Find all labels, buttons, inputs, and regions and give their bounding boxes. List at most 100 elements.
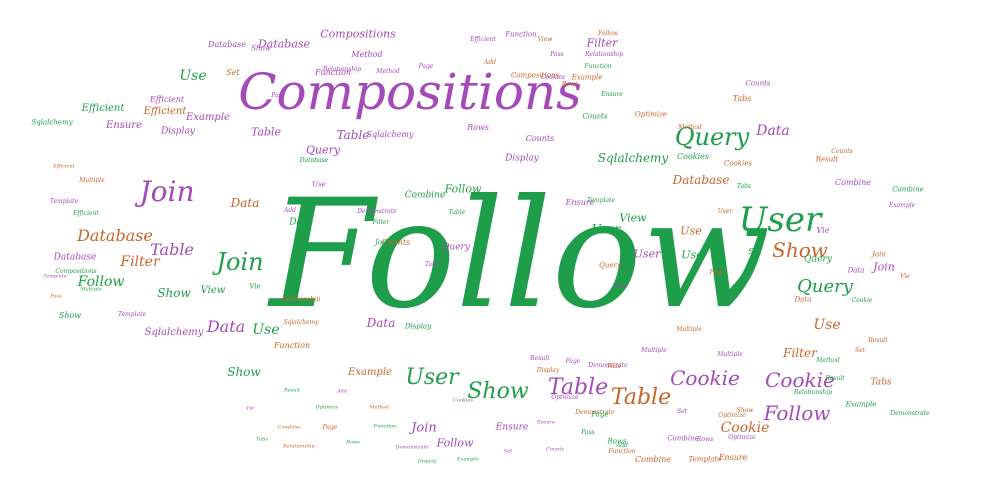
word-page: Page <box>322 424 338 431</box>
word-cookie: Cookie <box>765 368 835 392</box>
word-vie: Vie <box>816 226 830 235</box>
word-database: Database <box>77 226 153 245</box>
word-follow: Follow <box>444 182 482 196</box>
word-vie: Vie <box>900 273 910 280</box>
word-use: Use <box>252 322 280 338</box>
word-set: Set <box>676 408 688 415</box>
word-follow: Follow <box>763 401 831 425</box>
word-use: Use <box>312 180 326 189</box>
word-vie: Vie <box>249 282 261 291</box>
word-table: Table <box>250 125 282 139</box>
word-example: Example <box>457 456 479 463</box>
word-efficient: Efficient <box>81 103 125 114</box>
word-join: Join <box>411 420 437 436</box>
word-ensure: Ensure <box>601 91 623 98</box>
word-demonstrate: Demonstrate <box>588 362 628 369</box>
word-rows: Rows <box>607 437 627 446</box>
word-follow: Follow <box>269 168 771 342</box>
word-pass: Pass <box>550 51 564 58</box>
word-add: Add <box>336 388 348 395</box>
word-filter: Filter <box>120 254 160 270</box>
word-multiple: Multiple <box>641 347 667 354</box>
word-database: Database <box>53 252 97 263</box>
word-query: Query <box>674 123 750 151</box>
word-ensure: Ensure <box>718 453 748 462</box>
word-combine: Combine <box>834 178 872 187</box>
word-follow: Follow <box>597 30 619 37</box>
word-multiple: Multiple <box>80 286 102 293</box>
word-cookies: Cookies <box>677 152 709 161</box>
word-page: Page <box>418 63 434 70</box>
word-demonstrate: Demonstrate <box>890 410 930 417</box>
word-view: View <box>619 211 647 225</box>
word-function: Function <box>373 423 397 430</box>
word-method: Method <box>678 124 702 131</box>
word-counts: Counts <box>525 134 555 143</box>
word-tabs: Tabs <box>870 377 892 388</box>
word-counts: Counts <box>381 238 411 247</box>
word-join: Join <box>375 238 389 247</box>
word-function: Function <box>608 448 636 455</box>
word-template: Template <box>49 198 79 205</box>
word-ensure: Ensure <box>105 120 143 131</box>
word-user: User <box>405 365 459 390</box>
word-sqlalchemy: Sqlalchemy <box>31 118 73 127</box>
word-view: View <box>200 285 226 296</box>
word-counts: Counts <box>831 148 853 155</box>
word-cookies: Cookies <box>453 397 473 404</box>
word-user: User <box>717 208 733 215</box>
word-view: View <box>537 36 553 43</box>
word-table: Table <box>150 240 194 259</box>
word-example: Example <box>186 112 230 123</box>
word-query: Query <box>305 143 341 157</box>
word-example: Example <box>845 400 877 409</box>
word-use: Use <box>813 317 841 333</box>
word-cookie: Cookie <box>851 297 873 304</box>
word-rows: Rows <box>696 436 714 443</box>
word-example: Example <box>888 202 916 209</box>
word-efficient: Efficient <box>53 163 75 170</box>
word-add: Add <box>283 207 297 214</box>
word-show: Show <box>251 44 271 53</box>
word-pass: Pass <box>581 429 595 436</box>
word-method: Method <box>376 68 400 75</box>
word-page: Page <box>591 410 609 419</box>
word-example: Example <box>348 367 392 378</box>
word-table: Table <box>547 375 609 400</box>
word-optimize: Optimize <box>315 404 339 411</box>
word-optimize: Optimize <box>551 394 579 401</box>
word-rows: Rows <box>467 123 489 132</box>
word-efficient: Efficient <box>143 106 187 117</box>
word-combine: Combine <box>277 424 301 431</box>
word-result: Result <box>530 355 550 362</box>
word-show: Show <box>157 286 191 300</box>
word-show: Show <box>467 379 529 404</box>
word-template: Template <box>688 455 722 464</box>
word-data: Data <box>794 295 812 304</box>
word-ensure: Ensure <box>495 422 529 433</box>
word-table: Table <box>448 209 466 216</box>
word-efficient: Efficient <box>149 95 185 104</box>
word-sqlalchemy: Sqlalchemy <box>366 130 414 139</box>
word-tabs: Tabs <box>732 94 752 103</box>
word-page: Page <box>709 269 725 276</box>
word-rows: Rows <box>346 439 360 446</box>
word-cookie: Cookie <box>670 366 740 390</box>
word-counts: Counts <box>745 79 771 88</box>
word-data: Data <box>289 217 311 228</box>
word-follow: Follow <box>436 436 474 450</box>
word-cookies: Cookies <box>724 159 752 168</box>
word-combine: Combine <box>667 434 699 443</box>
word-relationship: Relationship <box>322 66 362 73</box>
word-multiple: Multiple <box>676 326 702 333</box>
word-data: Data <box>366 316 396 330</box>
word-filter: Filter <box>372 219 390 226</box>
word-compositions: Compositions <box>55 268 97 275</box>
word-relationship: Relationship <box>793 389 833 396</box>
word-use: Use <box>681 248 703 262</box>
word-display: Display <box>417 458 437 465</box>
word-follow: Follow <box>77 274 125 290</box>
word-pass: Pass <box>50 293 62 300</box>
word-method: Method <box>369 404 389 411</box>
